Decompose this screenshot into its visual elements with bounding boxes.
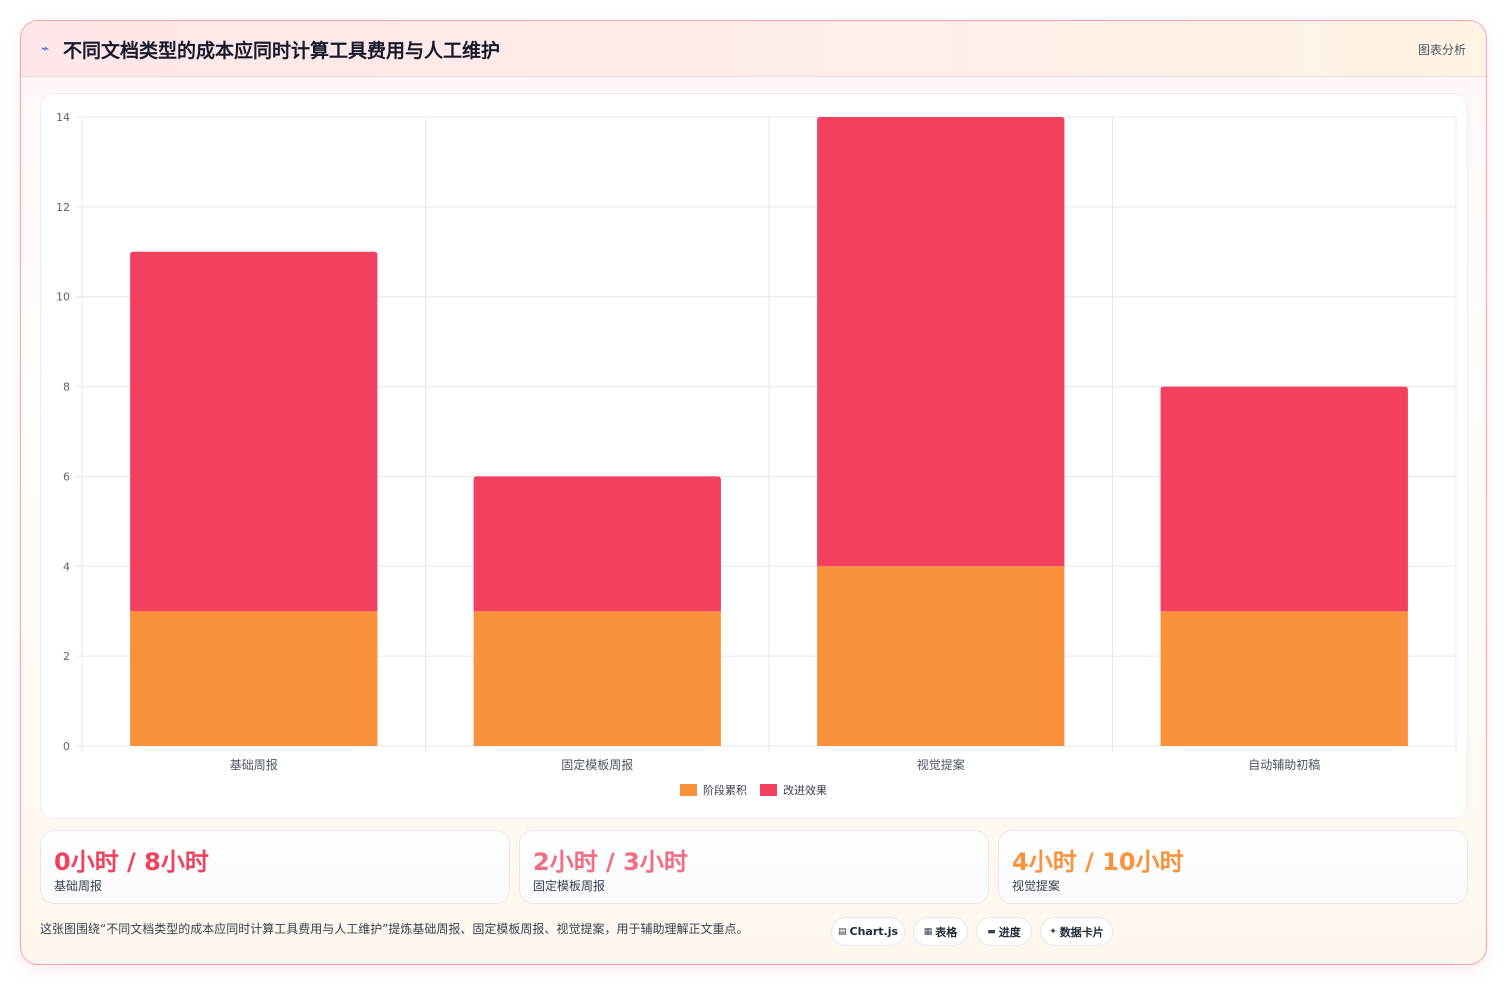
chart-analysis-link[interactable]: 图表分析 [1417, 43, 1466, 57]
bar-segment-2 [130, 251, 378, 612]
chip-label: 数据卡片 [1059, 925, 1104, 939]
chip-progress[interactable]: ▬ 进度 [976, 917, 1032, 946]
card-header: ⌁ 不同文档类型的成本应同时计算工具费用与人工维护 图表分析 [21, 21, 1486, 77]
chart-icon: ▤ [837, 926, 847, 937]
y-tick-label: 14 [56, 111, 70, 124]
x-category-label: 视觉提案 [917, 757, 965, 772]
chart-trend-icon: ⌁ [41, 41, 50, 57]
y-tick-label: 2 [63, 650, 70, 663]
legend-swatch [680, 784, 697, 796]
table-icon: ▦ [923, 926, 933, 937]
page-title: 不同文档类型的成本应同时计算工具费用与人工维护 [63, 40, 501, 62]
progress-icon: ▬ [987, 926, 996, 937]
x-category-label: 基础周报 [230, 757, 278, 772]
x-category-label: 固定模板周报 [561, 757, 633, 772]
stat-card-3: 4小时 / 10小时 视觉提案 [998, 830, 1468, 904]
stat-card-2: 2小时 / 3小时 固定模板周报 [519, 830, 989, 904]
chip-table[interactable]: ▦ 表格 [913, 917, 968, 946]
bar-segment-1 [473, 611, 721, 746]
chip-label: Chart.js [849, 925, 899, 938]
y-tick-label: 10 [56, 291, 70, 304]
chip-label: 表格 [935, 925, 958, 939]
stat-value: 4小时 / 10小时 [1012, 848, 1184, 876]
stat-card-1: 0小时 / 8小时 基础周报 [40, 830, 510, 904]
y-tick-label: 4 [63, 560, 70, 573]
bar-segment-1 [817, 566, 1065, 746]
bar-segment-1 [130, 611, 378, 746]
chip-chartjs[interactable]: ▤ Chart.js [831, 917, 905, 946]
stat-label: 视觉提案 [1012, 879, 1061, 893]
legend-label: 改进效果 [783, 783, 827, 797]
bar-segment-2 [1160, 386, 1408, 612]
chip-label: 进度 [998, 925, 1021, 939]
bar-segment-2 [817, 117, 1065, 567]
x-category-label: 自动辅助初稿 [1248, 757, 1320, 772]
stat-value: 2小时 / 3小时 [533, 848, 688, 876]
y-tick-label: 6 [63, 470, 70, 483]
y-tick-label: 12 [56, 201, 70, 214]
chart-description: 这张图围绕“不同文档类型的成本应同时计算工具费用与人工维护”提炼基础周报、固定模… [40, 922, 749, 936]
chart-panel: 0 2 4 6 8 10 12 14 基础周报 固定模板周报 视觉提案 自动辅助初稿阶段累积 改进效果 [40, 93, 1468, 819]
stat-label: 基础周报 [54, 879, 103, 893]
stat-label: 固定模板周报 [533, 879, 606, 893]
sparkle-icon: ✦ [1049, 926, 1057, 937]
bar-segment-1 [1160, 611, 1408, 746]
chip-data-card[interactable]: ✦ 数据卡片 [1040, 917, 1113, 946]
y-tick-label: 8 [63, 381, 70, 394]
legend-swatch [760, 784, 777, 796]
y-tick-label: 0 [63, 740, 70, 753]
chart-card: ⌁ 不同文档类型的成本应同时计算工具费用与人工维护 图表分析 0 2 4 6 8 10 12… [20, 20, 1487, 965]
bar-segment-2 [473, 476, 721, 612]
stat-value: 0小时 / 8小时 [54, 848, 209, 876]
legend-label: 阶段累积 [703, 783, 747, 797]
